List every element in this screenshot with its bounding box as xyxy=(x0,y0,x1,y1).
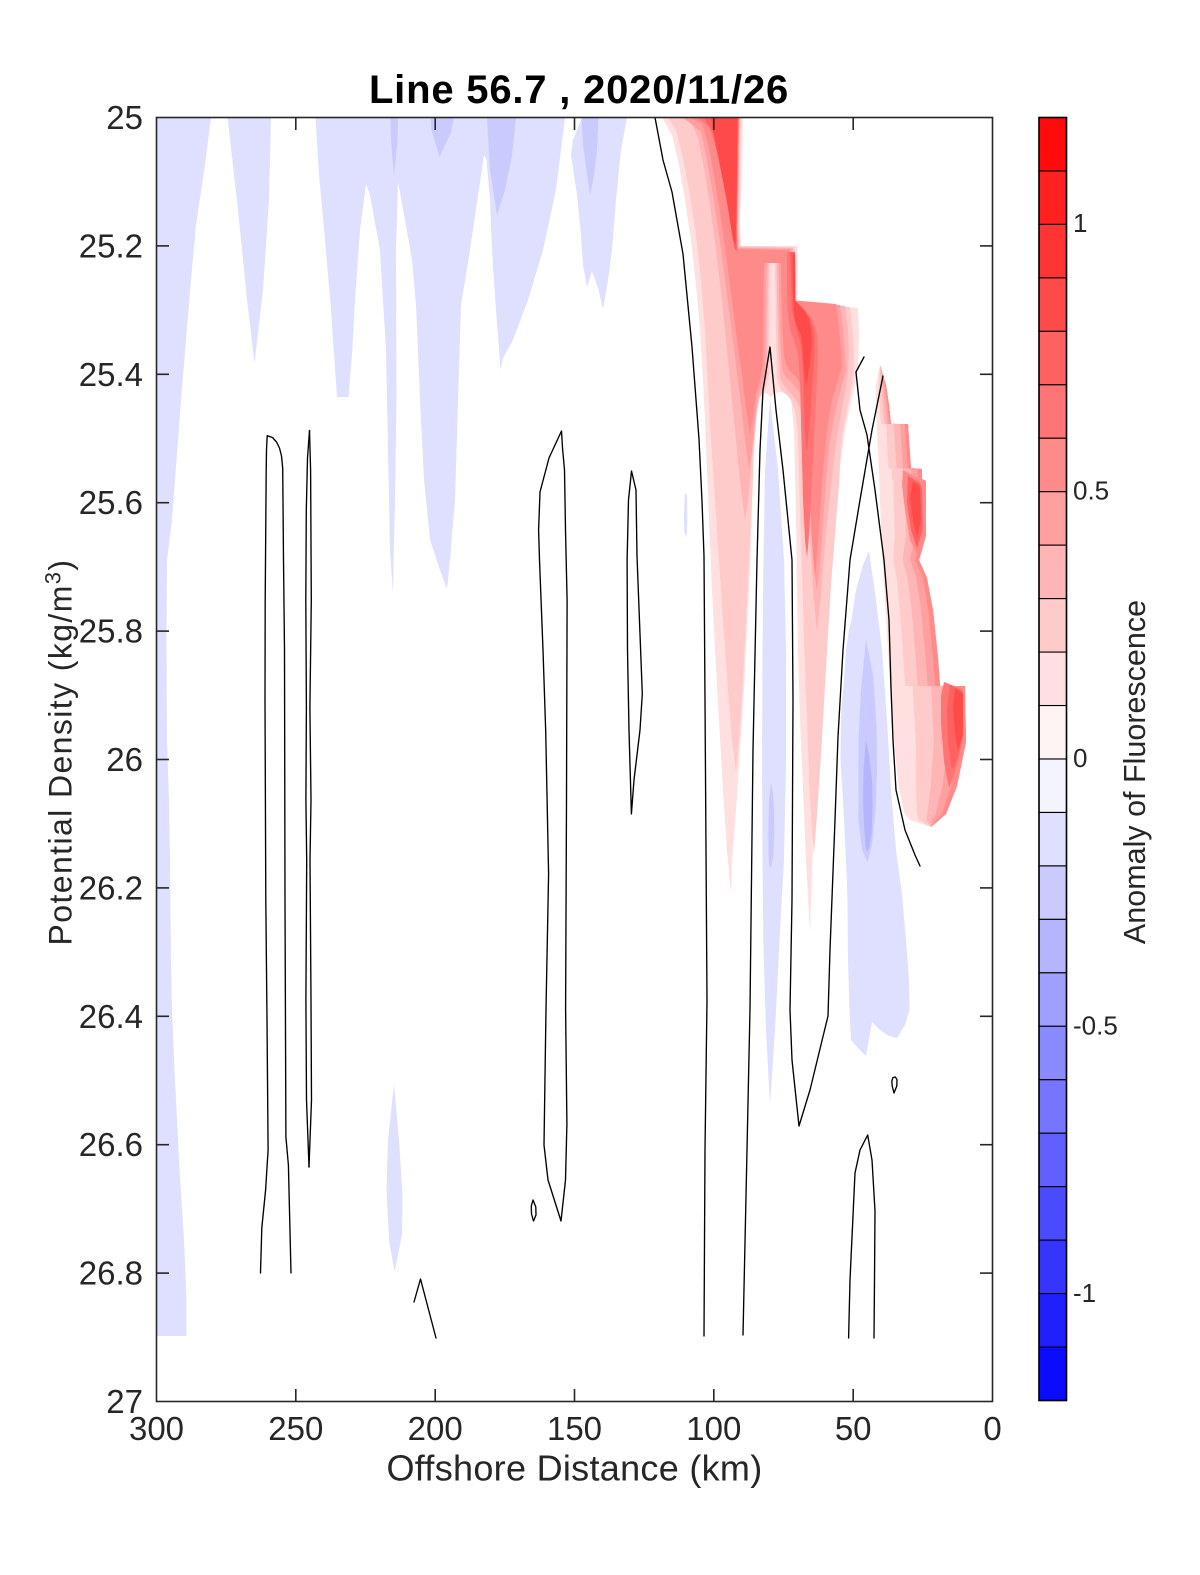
svg-text:25.6: 25.6 xyxy=(79,484,143,521)
svg-text:100: 100 xyxy=(686,1410,741,1447)
svg-text:0.5: 0.5 xyxy=(1073,476,1109,506)
svg-text:25.4: 25.4 xyxy=(79,356,143,393)
svg-text:25.2: 25.2 xyxy=(79,227,143,264)
svg-text:Potential Density (kg/m3): Potential Density (kg/m3) xyxy=(41,559,79,946)
svg-text:50: 50 xyxy=(835,1410,872,1447)
svg-text:300: 300 xyxy=(129,1410,184,1447)
svg-text:25.8: 25.8 xyxy=(79,613,143,650)
svg-text:26.6: 26.6 xyxy=(79,1126,143,1163)
svg-text:26.8: 26.8 xyxy=(79,1255,143,1292)
svg-text:200: 200 xyxy=(408,1410,463,1447)
svg-text:26.2: 26.2 xyxy=(79,869,143,906)
svg-text:Offshore Distance (km): Offshore Distance (km) xyxy=(386,1448,762,1489)
svg-text:26: 26 xyxy=(106,741,143,778)
svg-text:250: 250 xyxy=(268,1410,323,1447)
svg-text:-0.5: -0.5 xyxy=(1073,1011,1118,1041)
svg-text:27: 27 xyxy=(106,1383,143,1420)
svg-text:150: 150 xyxy=(547,1410,602,1447)
svg-text:0: 0 xyxy=(1073,743,1087,773)
svg-text:Anomaly of Fluorescence: Anomaly of Fluorescence xyxy=(1118,600,1152,944)
svg-text:1: 1 xyxy=(1073,208,1087,238)
svg-text:25: 25 xyxy=(106,99,143,136)
svg-text:Line 56.7 , 2020/11/26: Line 56.7 , 2020/11/26 xyxy=(369,68,789,112)
svg-text:-1: -1 xyxy=(1073,1278,1096,1308)
svg-text:26.4: 26.4 xyxy=(79,998,143,1035)
svg-text:0: 0 xyxy=(983,1410,1001,1447)
